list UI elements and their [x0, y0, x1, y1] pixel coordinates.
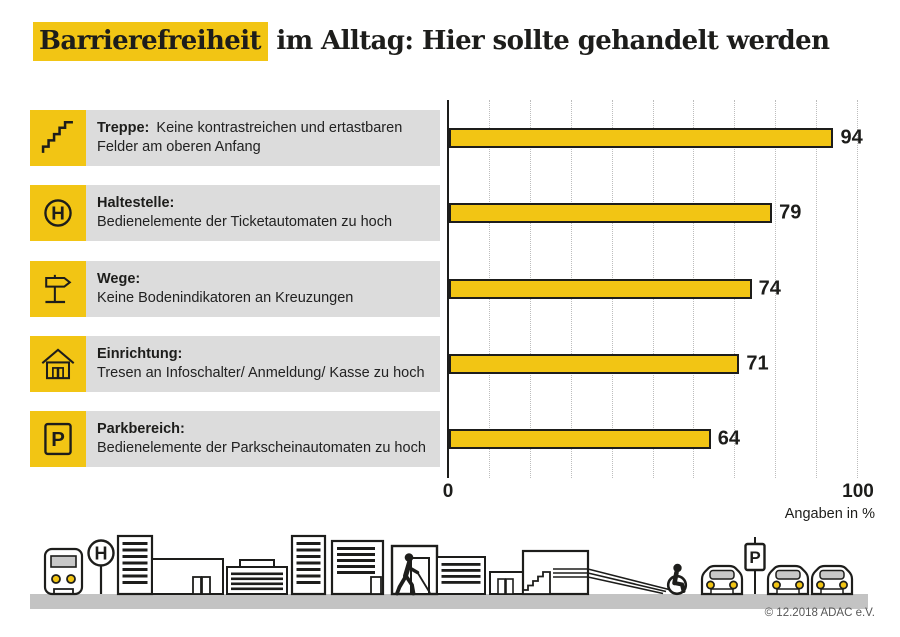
- row-description: Tresen an Infoschalter/ Anmeldung/ Kasse…: [97, 365, 425, 381]
- row-category: Treppe:: [97, 120, 150, 136]
- pedestrian-with-cane-icon: [395, 553, 431, 596]
- row-description: Bedienelemente der Ticketautomaten zu ho…: [97, 214, 393, 230]
- row-category: Wege:: [97, 270, 141, 287]
- bar-wege: 74: [449, 278, 781, 300]
- bus-stop-icon: H: [30, 185, 86, 241]
- stairs-ramp-icon: [521, 549, 670, 596]
- tram-icon: [43, 547, 84, 596]
- x-tick-0: 0: [442, 481, 454, 502]
- skyline-h-letter: H: [95, 544, 108, 564]
- chart-row-treppe: Treppe: Keine kontrastreichen und ertast…: [30, 110, 440, 166]
- row-label-wege: Wege: Keine Bodenindikatoren an Kreuzung…: [86, 261, 440, 317]
- parking-sign-icon: P: [744, 537, 766, 594]
- bar-value: 71: [746, 352, 769, 375]
- row-description: Bedienelemente der Parkscheinautomaten z…: [97, 440, 426, 456]
- skyline-p-letter: P: [749, 548, 760, 567]
- row-category: Parkbereich:: [97, 420, 185, 437]
- stairs-icon: [30, 110, 86, 166]
- row-label-einrichtung: Einrichtung: Tresen an Infoschalter/ Anm…: [86, 336, 440, 392]
- chart-row-haltestelle: H Haltestelle: Bedienelemente der Ticket…: [30, 185, 440, 241]
- building-icons: [116, 534, 524, 596]
- wheelchair-user-icon: [666, 563, 688, 596]
- car-icon: [700, 564, 744, 596]
- signpost-icon: [30, 261, 86, 317]
- parking-letter: P: [51, 429, 65, 451]
- car-icon: [810, 564, 854, 596]
- bus-stop-sign-icon: H: [87, 539, 115, 594]
- ground: [30, 594, 868, 609]
- plot-area: 94 79 74 71 64: [449, 100, 863, 478]
- row-description: Keine Bodenindikatoren an Kreuzungen: [97, 290, 354, 306]
- bar-parkbereich: 64: [449, 428, 740, 450]
- house-icon: [30, 336, 86, 392]
- skyline-illustration: H: [30, 534, 868, 609]
- bar-value: 79: [779, 201, 802, 224]
- bar-value: 64: [717, 427, 740, 450]
- bar-treppe: 94: [449, 127, 863, 149]
- row-category: Haltestelle:: [97, 194, 175, 211]
- parking-icon: P: [30, 411, 86, 467]
- row-label-treppe: Treppe: Keine kontrastreichen und ertast…: [86, 110, 440, 166]
- page-title: Barrierefreiheit im Alltag: Hier sollte …: [33, 22, 830, 61]
- y-axis-line: [447, 100, 449, 478]
- bar-value: 94: [840, 126, 863, 149]
- row-label-parkbereich: Parkbereich: Bedienelemente der Parksche…: [86, 411, 440, 467]
- car-icon: [766, 564, 810, 596]
- bus-stop-letter: H: [51, 203, 65, 224]
- axis-note: Angaben in %: [784, 506, 875, 522]
- chart-row-parkbereich: P Parkbereich: Bedienelemente der Parksc…: [30, 411, 440, 467]
- row-label-haltestelle: Haltestelle: Bedienelemente der Ticketau…: [86, 185, 440, 241]
- title-rest: im Alltag: Hier sollte gehandelt werden: [267, 26, 830, 56]
- bar-value: 74: [758, 277, 781, 300]
- title-highlight: Barrierefreiheit: [33, 22, 268, 61]
- x-tick-100: 100: [842, 481, 874, 502]
- chart-row-wege: Wege: Keine Bodenindikatoren an Kreuzung…: [30, 261, 440, 317]
- row-description: Keine kontrastreichen und ertastbaren Fe…: [97, 120, 403, 156]
- row-category: Einrichtung:: [97, 345, 183, 362]
- bar-einrichtung: 71: [449, 353, 769, 375]
- bar-haltestelle: 79: [449, 202, 801, 224]
- copyright-note: © 12.2018 ADAC e.V.: [764, 607, 875, 619]
- chart-row-einrichtung: Einrichtung: Tresen an Infoschalter/ Anm…: [30, 336, 440, 392]
